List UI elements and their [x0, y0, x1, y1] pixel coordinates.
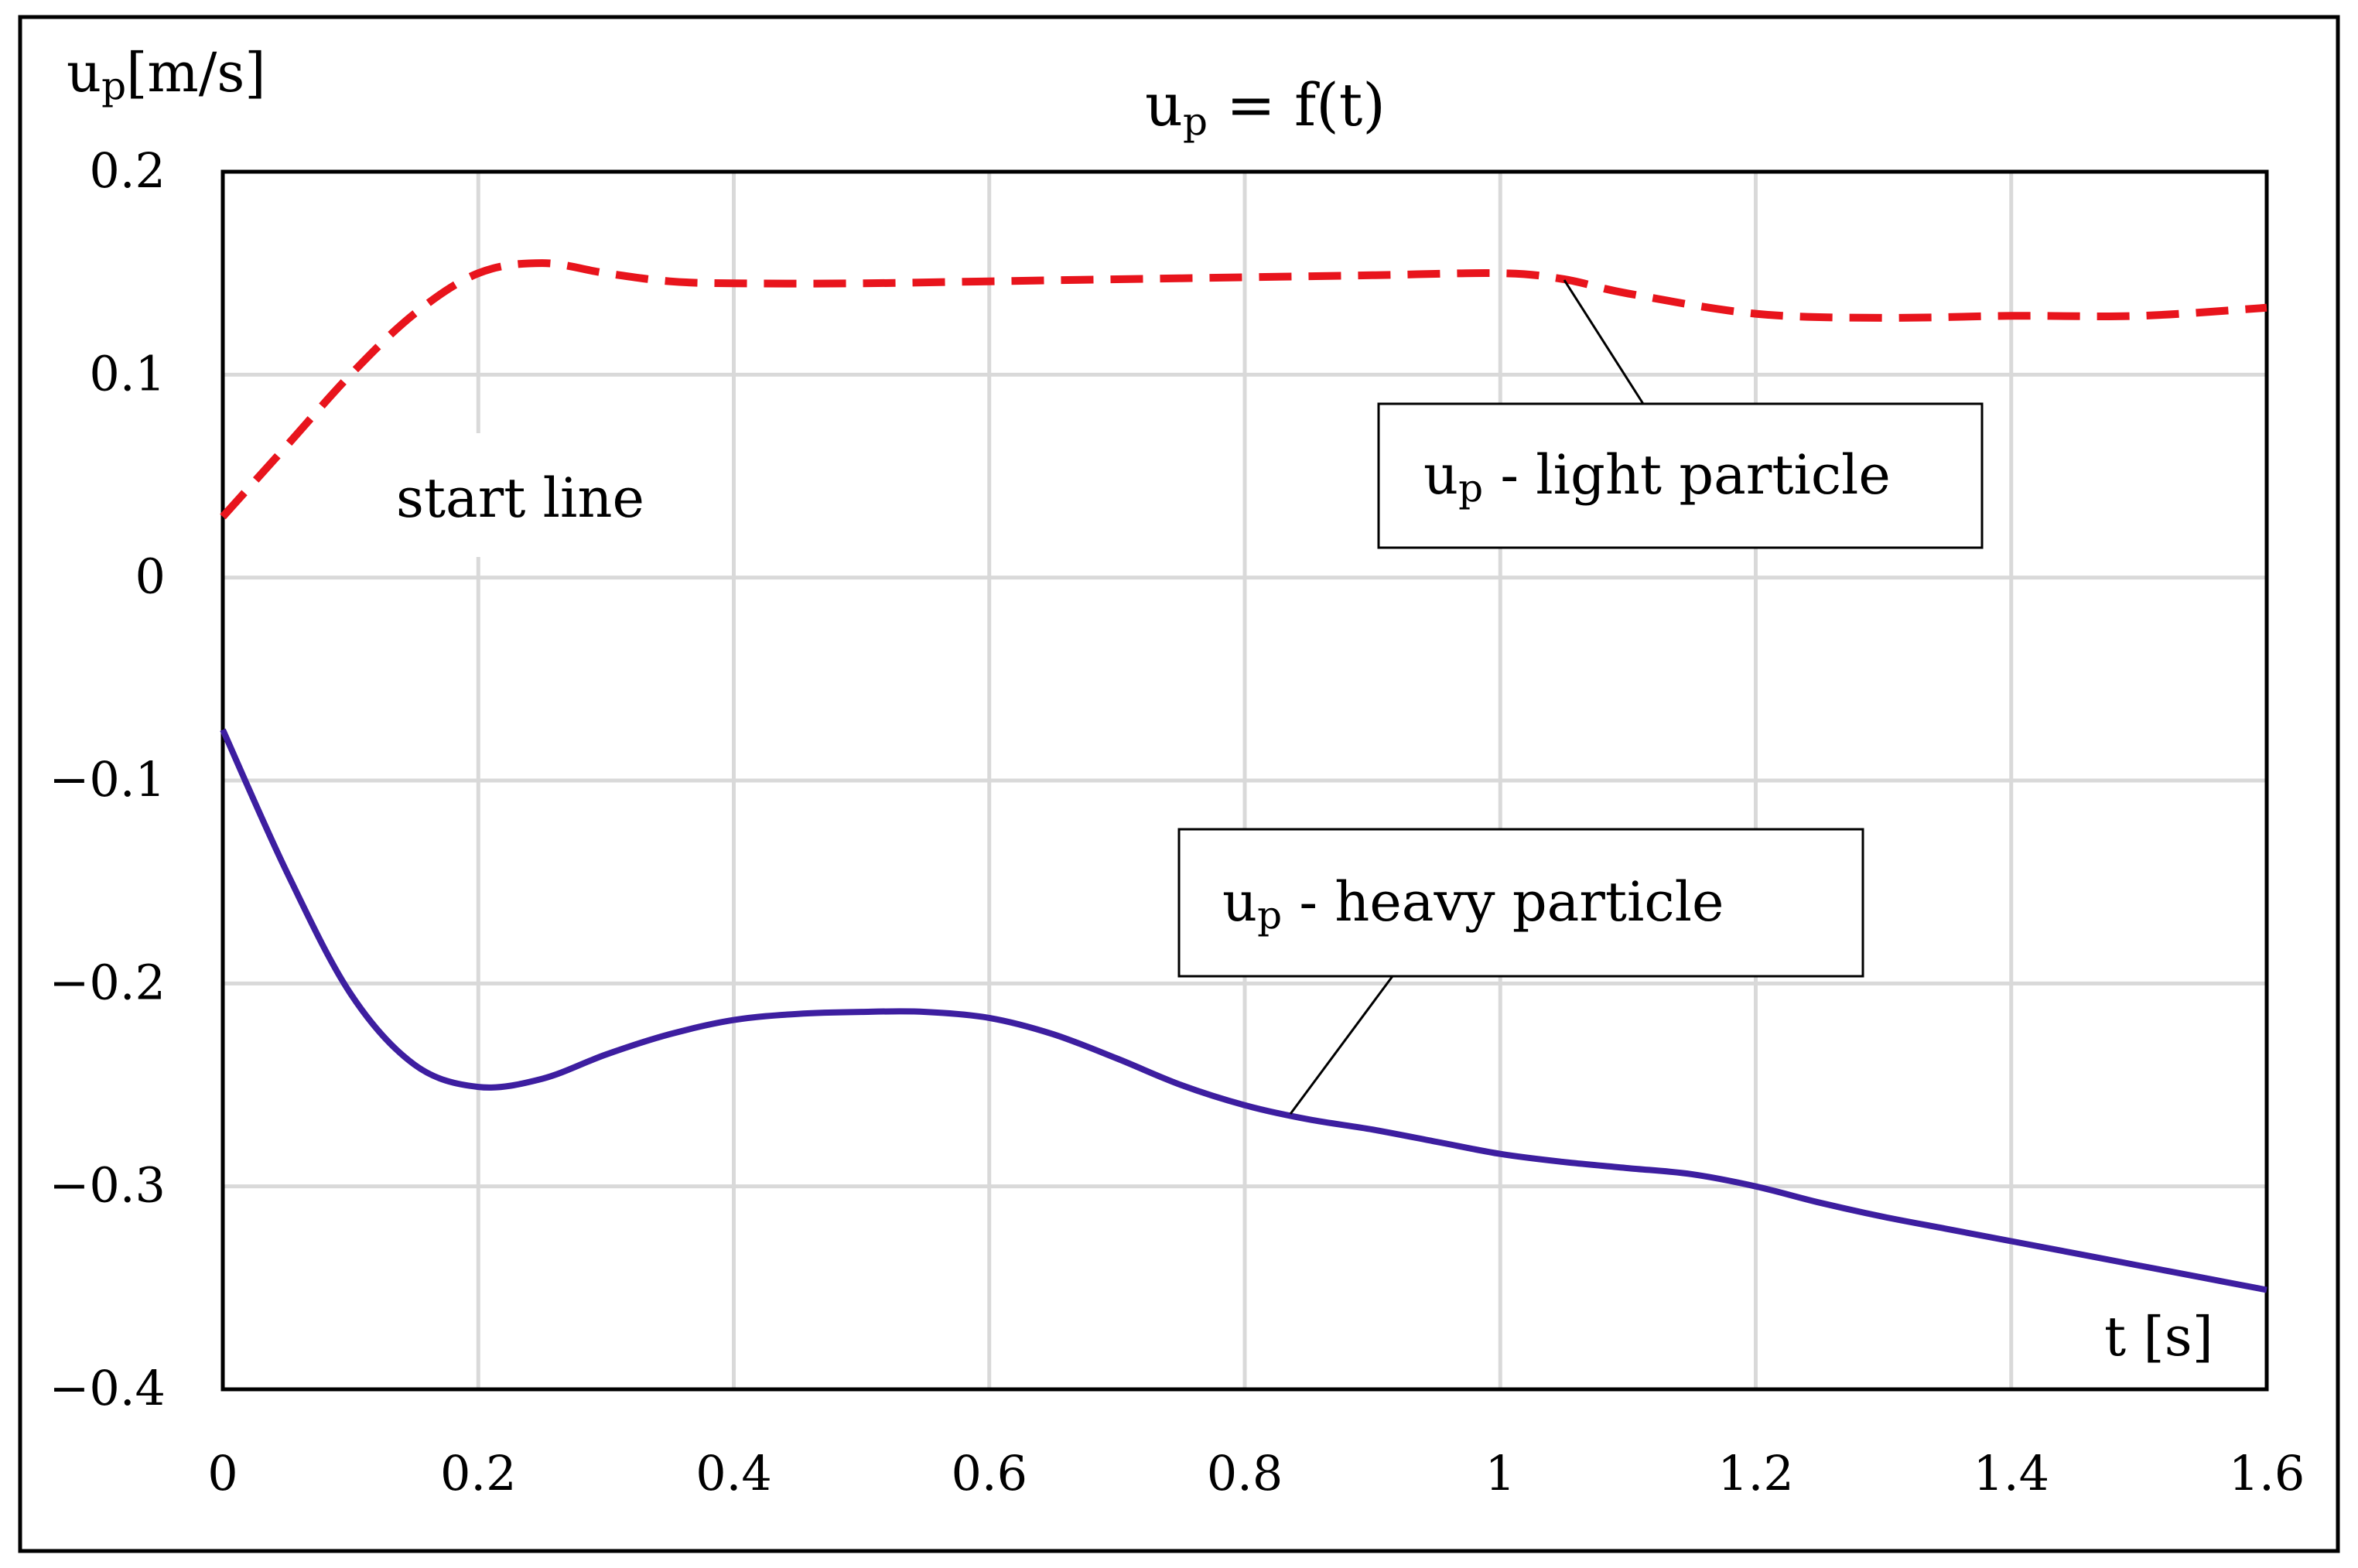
y-tick-label: 0.2 [89, 142, 166, 199]
title-sub: p [1183, 99, 1208, 144]
y-tick-label: −0.3 [49, 1157, 166, 1214]
outer-frame [18, 15, 2340, 1553]
light-label-sub: p [1458, 466, 1483, 511]
x-tick-label: 1.6 [2229, 1445, 2305, 1501]
series [220, 259, 2267, 1293]
heavy-particle-callout-box [1177, 828, 1864, 978]
heavy-particle-leader-line [1289, 975, 1394, 1115]
x-tick-label: 0 [207, 1445, 238, 1501]
y-tick-labels: 0.2 0.1 0 −0.1 −0.2 −0.3 −0.4 [49, 142, 166, 1416]
series-line-heavy-particle [220, 728, 2267, 1293]
heavy-particle-callout: up - heavy particle [1222, 870, 1724, 938]
light-particle-callout-box [1377, 402, 1984, 549]
plot-area [220, 169, 2269, 1392]
heavy-label-rest: - heavy particle [1282, 870, 1724, 934]
y-tick-label: 0.1 [89, 345, 166, 401]
x-tick-label: 1 [1485, 1445, 1516, 1501]
y-axis-label: up[m/s] [67, 41, 266, 108]
ylabel-main: u [67, 41, 101, 104]
series-line-light-particle [220, 259, 2267, 520]
ylabel-sub: p [101, 63, 126, 108]
start-line-label-bg [379, 433, 689, 557]
y-tick-label: −0.2 [49, 954, 166, 1010]
y-tick-label: 0 [135, 548, 166, 605]
x-tick-label: 0.6 [951, 1445, 1027, 1501]
chart-title: up = f(t) [1145, 70, 1386, 144]
start-line-label: start line [396, 466, 644, 530]
light-label-rest: - light particle [1483, 443, 1891, 507]
light-particle-callout: up - light particle [1423, 443, 1891, 511]
x-tick-labels: 0 0.2 0.4 0.6 0.8 1 1.2 1.4 1.6 [207, 1445, 2305, 1501]
x-tick-label: 0.2 [440, 1445, 517, 1501]
x-tick-label: 0.8 [1207, 1445, 1283, 1501]
x-tick-label: 1.2 [1717, 1445, 1794, 1501]
x-tick-label: 0.4 [695, 1445, 772, 1501]
x-tick-label: 1.4 [1973, 1445, 2049, 1501]
heavy-label-sub: p [1257, 893, 1282, 938]
y-tick-label: −0.4 [49, 1360, 166, 1416]
title-rest: = f(t) [1208, 70, 1386, 139]
light-particle-leader-line [1563, 279, 1645, 405]
title-main: u [1145, 70, 1183, 139]
heavy-label-main: u [1222, 870, 1257, 934]
light-label-main: u [1423, 443, 1458, 507]
ylabel-rest: [m/s] [126, 41, 266, 104]
y-tick-label: −0.1 [49, 751, 166, 808]
x-axis-label: t [s] [2104, 1305, 2213, 1368]
